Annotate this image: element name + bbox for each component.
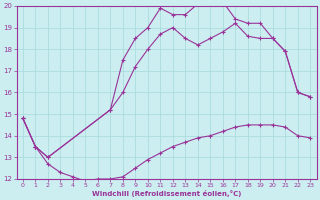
X-axis label: Windchill (Refroidissement éolien,°C): Windchill (Refroidissement éolien,°C): [92, 190, 241, 197]
